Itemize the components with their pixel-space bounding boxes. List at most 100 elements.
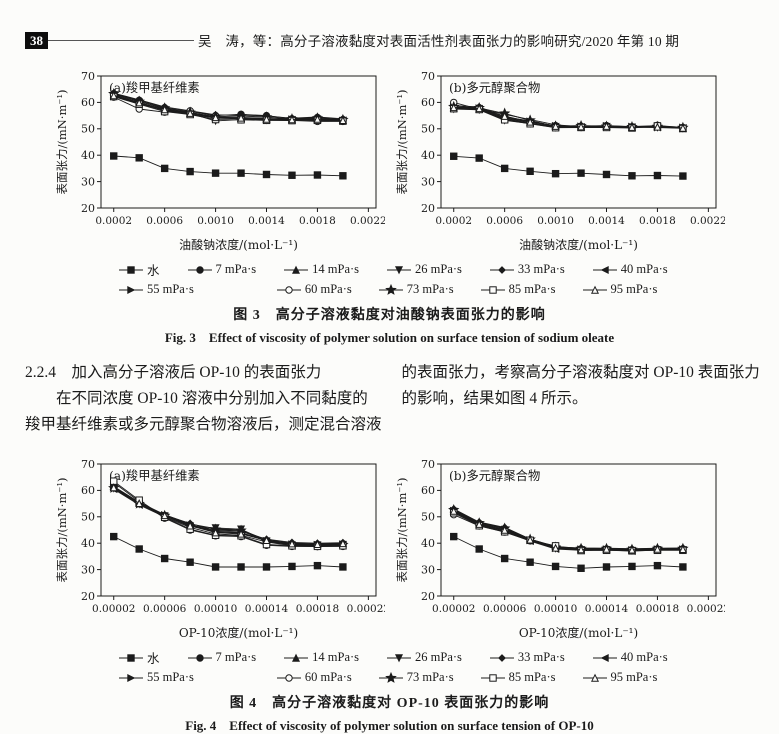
svg-text:30: 30	[421, 175, 435, 188]
legend-label: 95 mPa·s	[610, 282, 658, 296]
svg-text:70: 70	[81, 458, 95, 471]
diamond-filled-icon	[489, 653, 514, 662]
triangle-down-filled-icon	[387, 265, 412, 274]
figure3-legend: 水 7 mPa·s 14 mPa·s 26 mPa·s 33 mPa·s 40 mPa·s…	[118, 260, 779, 297]
square-open-icon	[480, 285, 505, 294]
triangle-right-filled-icon	[119, 285, 143, 294]
chart-canvas: 20 30 40 50 60 70 0.00002 0.00006 0.00010 0.00014…	[395, 458, 725, 640]
legend-label: 水	[147, 264, 160, 278]
legend-label: 60 mPa·s	[304, 670, 352, 684]
figure4-legend: 水 7 mPa·s 14 mPa·s 26 mPa·s 33 mPa·s 40 mPa·s…	[118, 648, 779, 685]
svg-text:OP-10浓度/(mol·L⁻¹): OP-10浓度/(mol·L⁻¹)	[178, 625, 297, 640]
running-head: 吴 涛，等：高分子溶液黏度对表面活性剂表面张力的影响研究/2020 年第 10 …	[198, 34, 680, 49]
legend-label: 40 mPa·s	[620, 262, 668, 276]
svg-text:0.0006: 0.0006	[146, 215, 183, 227]
svg-text:0.00002: 0.00002	[432, 603, 475, 615]
figure4-panel-b: 20 30 40 50 60 70 0.00002 0.00006 0.00010 0.00014…	[395, 456, 725, 642]
legend-label: 73 mPa·s	[406, 282, 454, 296]
legend-item: 60 mPa·s	[276, 282, 352, 297]
svg-text:0.0002: 0.0002	[435, 215, 472, 227]
body-text: 2.2.4 加入高分子溶液后 OP-10 的表面张力 在不同浓度 OP-10 溶…	[25, 360, 760, 438]
svg-text:OP-10浓度/(mol·L⁻¹): OP-10浓度/(mol·L⁻¹)	[518, 625, 637, 640]
triangle-up-filled-icon	[284, 265, 309, 274]
legend-label: 73 mPa·s	[406, 670, 454, 684]
triangle-up-open-icon	[582, 673, 607, 682]
figure-4: 20 30 40 50 60 70 0.00002 0.00006 0.00010 0.00014…	[0, 456, 779, 734]
svg-text:0.00010: 0.00010	[533, 603, 576, 615]
figure4-charts-row: 20 30 40 50 60 70 0.00002 0.00006 0.00010 0.00014…	[0, 456, 779, 642]
legend-label: 55 mPa·s	[147, 282, 194, 296]
legend-item: 55 mPa·s	[118, 670, 194, 685]
svg-text:20: 20	[81, 590, 95, 603]
svg-text:油酸钠浓度/(mol·L⁻¹): 油酸钠浓度/(mol·L⁻¹)	[179, 237, 298, 252]
legend-row: 55 mPa·s 60 mPa·s 73 mPa·s 85 mPa·s 95 mPa·s	[118, 670, 657, 685]
svg-text:0.0022: 0.0022	[689, 215, 724, 227]
legend-label: 26 mPa·s	[415, 262, 462, 276]
legend-item: 14 mPa·s	[283, 650, 359, 665]
legend-label: 14 mPa·s	[312, 650, 360, 664]
svg-text:50: 50	[421, 123, 435, 136]
legend-label: 85 mPa·s	[508, 670, 556, 684]
legend-label: 14 mPa·s	[312, 262, 360, 276]
star-filled-icon	[378, 671, 403, 683]
svg-text:表面张力/(mN·m⁻¹): 表面张力/(mN·m⁻¹)	[55, 89, 69, 194]
legend-label: 60 mPa·s	[304, 282, 352, 296]
svg-text:0.0018: 0.0018	[639, 215, 676, 227]
legend-item: 55 mPa·s	[118, 282, 194, 297]
legend-item: 33 mPa·s	[489, 262, 565, 277]
svg-text:0.00006: 0.00006	[142, 603, 186, 615]
svg-text:40: 40	[421, 537, 435, 550]
svg-text:70: 70	[81, 70, 95, 83]
legend-item: 60 mPa·s	[276, 670, 352, 685]
square-open-icon	[480, 673, 505, 682]
triangle-up-filled-icon	[284, 653, 309, 662]
triangle-right-filled-icon	[119, 673, 143, 682]
legend-label: 7 mPa·s	[215, 262, 257, 276]
svg-text:30: 30	[81, 563, 95, 576]
svg-text:0.00014: 0.00014	[244, 603, 288, 615]
svg-text:40: 40	[81, 149, 95, 162]
legend-label: 55 mPa·s	[147, 670, 194, 684]
figure4-caption-en: Fig. 4 Effect of viscosity of polymer so…	[185, 718, 594, 733]
figure3-panel-a: 20 30 40 50 60 70 0.0002 0.0006 0.0010 0.0014 0.00…	[55, 68, 385, 254]
legend-item: 95 mPa·s	[582, 282, 658, 297]
legend-row: 水 7 mPa·s 14 mPa·s 26 mPa·s 33 mPa·s 40 mPa·s	[118, 648, 668, 667]
svg-text:40: 40	[421, 149, 435, 162]
svg-text:0.0010: 0.0010	[197, 215, 234, 227]
legend-item: 73 mPa·s	[378, 282, 454, 297]
square-filled-icon	[119, 653, 143, 662]
legend-item: 26 mPa·s	[386, 650, 462, 665]
legend-item: 26 mPa·s	[386, 262, 462, 277]
section-heading: 2.2.4 加入高分子溶液后 OP-10 的表面张力	[25, 364, 322, 381]
diamond-filled-icon	[489, 265, 514, 274]
svg-text:0.0010: 0.0010	[537, 215, 574, 227]
legend-label: 水	[147, 652, 160, 666]
svg-text:0.0002: 0.0002	[95, 215, 132, 227]
figure3-charts-row: 20 30 40 50 60 70 0.0002 0.0006 0.0010 0.0014 0.00…	[0, 68, 779, 254]
star-filled-icon	[378, 283, 403, 295]
chart-canvas: 20 30 40 50 60 70 0.00002 0.00006 0.00010 0.00014…	[55, 458, 385, 640]
legend-item: 40 mPa·s	[592, 650, 668, 665]
svg-text:50: 50	[421, 511, 435, 524]
svg-text:0.0018: 0.0018	[299, 215, 336, 227]
svg-text:0.0006: 0.0006	[486, 215, 523, 227]
paragraph-line: 的表面张力，考察高分子溶液黏度对 OP-10 表面张力	[401, 364, 760, 381]
svg-text:70: 70	[421, 458, 435, 471]
body-text-left-column: 2.2.4 加入高分子溶液后 OP-10 的表面张力 在不同浓度 OP-10 溶…	[25, 360, 382, 438]
svg-text:(b)多元醇聚合物: (b)多元醇聚合物	[449, 80, 540, 95]
legend-label: 85 mPa·s	[508, 282, 556, 296]
svg-text:50: 50	[81, 511, 95, 524]
svg-text:表面张力/(mN·m⁻¹): 表面张力/(mN·m⁻¹)	[395, 477, 409, 582]
paragraph-line: 羧甲基纤维素或多元醇聚合物溶液后，测定混合溶液	[25, 416, 382, 433]
page-header: 38 吴 涛，等：高分子溶液黏度对表面活性剂表面张力的影响研究/2020 年第 …	[25, 30, 779, 50]
chart-canvas: 20 30 40 50 60 70 0.0002 0.0006 0.0010 0.0014 0.00…	[395, 70, 725, 252]
legend-label: 95 mPa·s	[610, 670, 658, 684]
svg-text:50: 50	[81, 123, 95, 136]
svg-text:0.00014: 0.00014	[584, 603, 628, 615]
svg-text:0.00018: 0.00018	[295, 603, 338, 615]
circle-open-icon	[276, 673, 301, 682]
svg-text:0.00010: 0.00010	[193, 603, 236, 615]
body-text-right-column: 的表面张力，考察高分子溶液黏度对 OP-10 表面张力 的影响，结果如图 4 所…	[402, 360, 760, 438]
svg-text:60: 60	[421, 484, 435, 497]
